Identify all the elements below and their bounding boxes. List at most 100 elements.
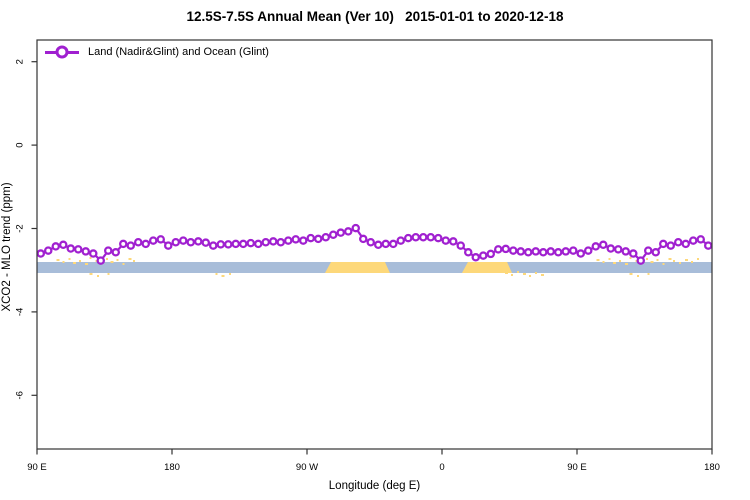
series-marker [576, 249, 586, 258]
series-marker [493, 245, 503, 254]
series-marker [591, 242, 601, 251]
island-speckle [215, 273, 218, 275]
island-speckle [656, 259, 659, 261]
island-speckle [602, 261, 605, 263]
island-speckle [650, 261, 654, 263]
x-tick-label: 90 E [27, 462, 47, 473]
y-tick-label: 2 [15, 59, 26, 64]
series-marker [373, 240, 383, 250]
series-marker [336, 228, 345, 237]
series-marker [208, 241, 218, 250]
series-marker [456, 241, 465, 250]
plot-frame [36, 39, 713, 450]
series-marker [298, 236, 308, 245]
series-marker [148, 236, 158, 245]
series-marker [681, 239, 691, 249]
series-marker [478, 251, 488, 260]
island-speckle [73, 262, 76, 264]
island-speckle [608, 258, 611, 260]
series-marker [186, 238, 195, 247]
series-marker [141, 239, 150, 249]
series-marker [651, 248, 661, 257]
series-marker [283, 236, 293, 245]
island-speckle [529, 275, 531, 277]
island-speckle [596, 259, 600, 261]
series-marker [193, 237, 203, 246]
series-marker [516, 247, 526, 256]
legend-label: Land (Nadir&Glint) and Ocean (Glint) [88, 46, 269, 58]
series-marker [433, 233, 443, 243]
series-marker [584, 246, 593, 255]
series-marker [51, 242, 61, 251]
island-speckle [637, 275, 639, 277]
legend: Land (Nadir&Glint) and Ocean (Glint) [45, 44, 269, 60]
island-speckle [697, 258, 699, 260]
land-segment [325, 262, 390, 273]
island-speckle [505, 272, 508, 274]
series-marker [704, 241, 713, 250]
island-speckle [535, 272, 537, 274]
series-marker [448, 237, 458, 246]
series-marker [119, 239, 128, 249]
series-marker [171, 238, 180, 247]
series-marker [644, 246, 653, 255]
island-speckle [79, 260, 81, 262]
island-speckle [679, 262, 681, 264]
island-speckle [523, 273, 526, 275]
y-tick-label: -4 [15, 308, 26, 316]
x-tick-label: 180 [164, 462, 180, 473]
island-speckle [629, 273, 633, 275]
island-speckle [107, 273, 110, 275]
x-tick-label: 90 E [567, 462, 587, 473]
island-speckle [89, 257, 92, 259]
series-marker [403, 233, 413, 243]
series-marker [291, 235, 300, 244]
island-speckle [106, 258, 108, 260]
series-marker [238, 239, 248, 249]
series-marker [508, 246, 518, 255]
series-marker [554, 248, 563, 257]
island-speckle [221, 275, 225, 277]
island-speckle [116, 259, 119, 261]
island-speckle [68, 258, 71, 260]
series-marker [59, 240, 68, 250]
series-marker [343, 227, 353, 236]
series-marker [201, 238, 210, 247]
island-speckle [128, 258, 132, 260]
island-speckle [647, 273, 650, 275]
series-marker [111, 248, 121, 257]
series-marker [163, 241, 173, 250]
island-speckle [56, 259, 60, 261]
series-marker [606, 244, 616, 253]
series-marker [74, 245, 83, 254]
series-marker [156, 235, 165, 244]
island-speckle [625, 263, 628, 265]
series-marker [89, 249, 98, 258]
series-marker [418, 233, 428, 242]
x-tick-label: 90 W [296, 462, 318, 473]
series-marker [471, 253, 480, 262]
island-speckle [122, 263, 125, 265]
series-marker [44, 246, 53, 255]
series-marker [546, 247, 556, 256]
island-speckle [110, 261, 114, 263]
series-marker [81, 247, 91, 256]
island-speckle [89, 273, 93, 275]
series-marker [426, 233, 435, 242]
series-marker [261, 238, 270, 247]
series-marker [276, 238, 285, 247]
island-speckle [691, 261, 693, 263]
island-speckle [62, 261, 65, 263]
island-speckle [646, 258, 648, 260]
legend-marker-icon [45, 44, 79, 60]
series-marker [126, 241, 136, 250]
series-marker [306, 233, 315, 243]
y-tick-label: -2 [15, 224, 26, 232]
series-marker [629, 249, 638, 258]
series-marker [381, 239, 390, 249]
island-speckle [97, 275, 99, 277]
island-speckle [662, 263, 665, 265]
island-speckle [541, 274, 544, 276]
y-tick-label: 0 [15, 142, 26, 147]
